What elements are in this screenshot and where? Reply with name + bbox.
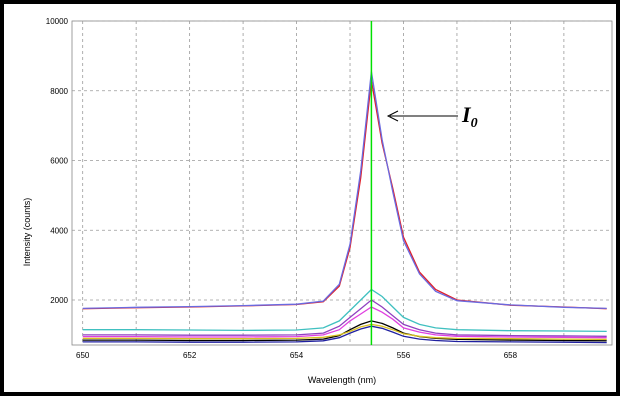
x-tick-label: 654 [290,351,304,360]
y-tick-label: 10000 [46,17,69,26]
x-axis-label: Wavelength (nm) [308,375,376,385]
x-tick-label: 556 [397,351,411,360]
plot-area [72,21,612,345]
y-tick-label: 6000 [50,157,68,166]
x-tick-label: 658 [504,351,518,360]
x-tick-label: 650 [76,351,90,360]
y-tick-label: 8000 [50,87,68,96]
annotation-subscript: 0 [471,116,478,131]
x-tick-label: 652 [183,351,197,360]
y-tick-label: 4000 [50,226,68,235]
y-axis-label: Intensity (counts) [22,198,32,267]
y-tick-label: 2000 [50,296,68,305]
